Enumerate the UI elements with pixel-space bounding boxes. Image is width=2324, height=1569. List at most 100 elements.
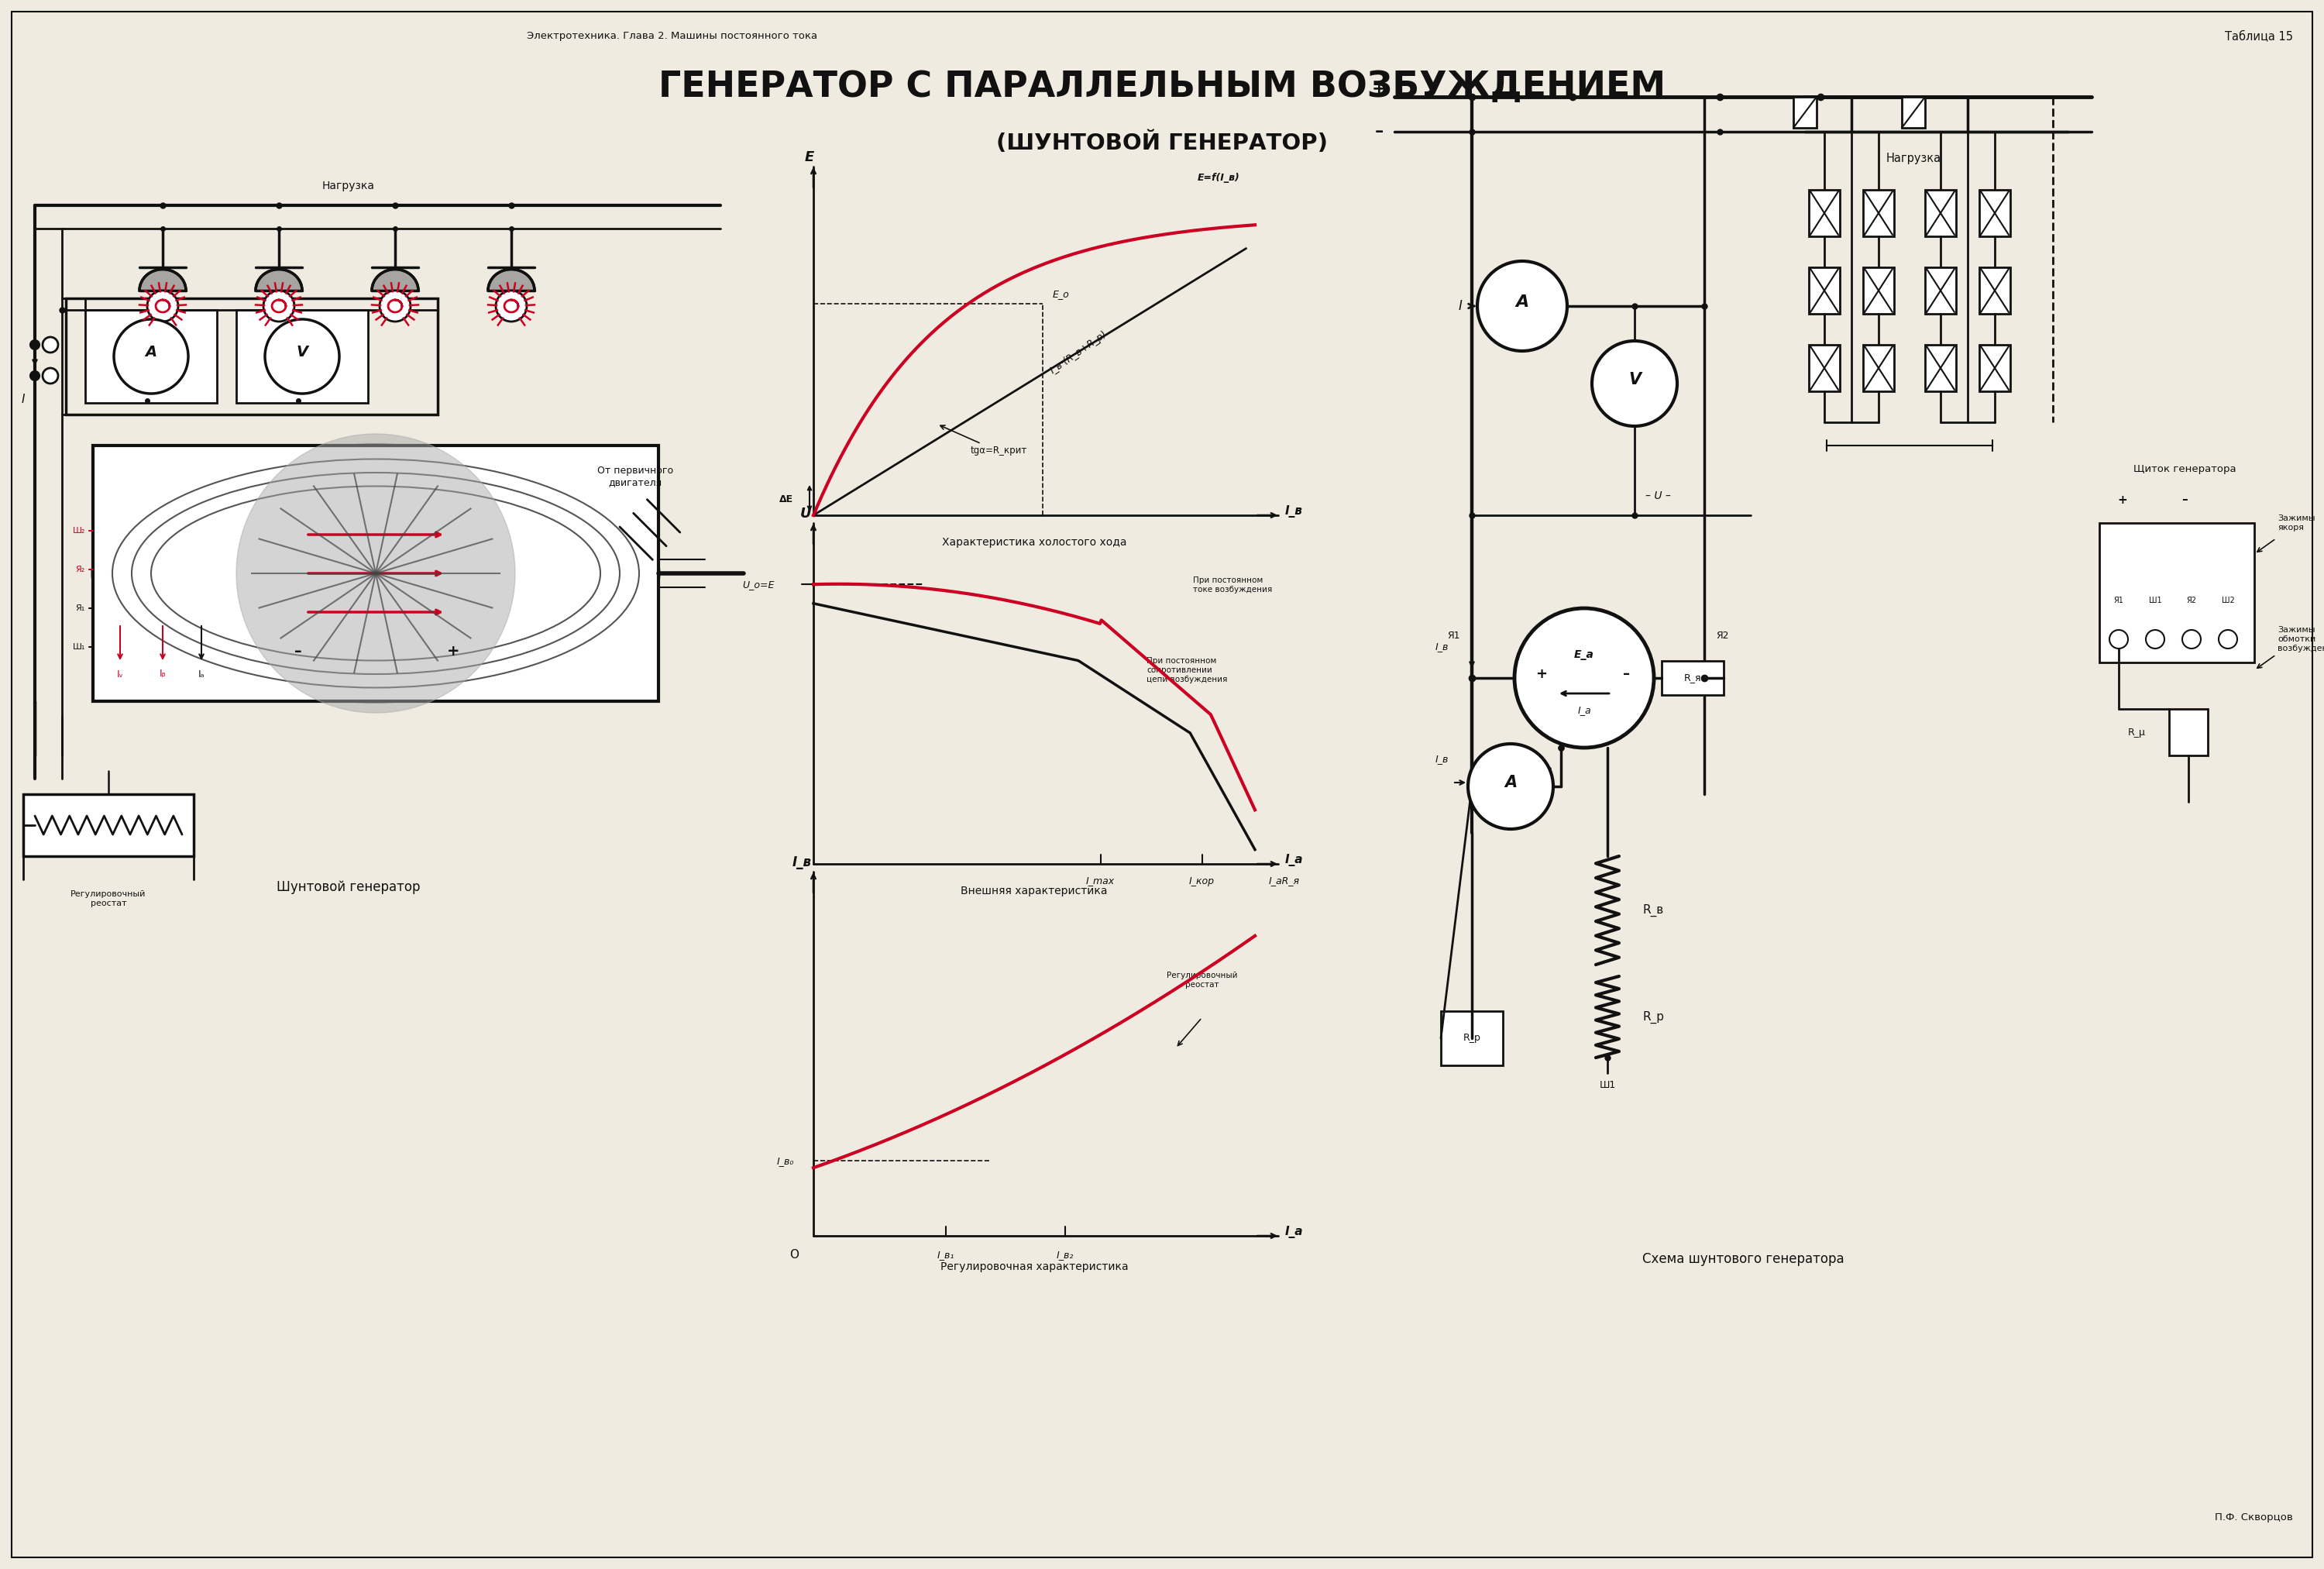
Text: E=f(I_в): E=f(I_в) (1197, 173, 1239, 184)
Text: E_а: E_а (1573, 650, 1594, 661)
Bar (1980, 190, 2010, 237)
Text: Iᵥ: Iᵥ (116, 668, 123, 679)
Text: Схема шунтового генератора: Схема шунтового генератора (1643, 1252, 1843, 1266)
Circle shape (263, 290, 295, 322)
Circle shape (1478, 260, 1566, 351)
Text: I_а: I_а (1578, 706, 1592, 715)
Text: O: O (790, 1249, 799, 1261)
Text: V: V (295, 345, 309, 359)
Bar (1864, 345, 1894, 391)
Text: A: A (144, 345, 158, 359)
Bar (1808, 190, 1841, 237)
Text: +: + (1371, 82, 1385, 97)
Text: Ш2: Ш2 (1538, 767, 1552, 775)
Text: Iₐ: Iₐ (198, 668, 205, 679)
Text: Зажимы
якоря: Зажимы якоря (2278, 515, 2315, 532)
Text: I_в: I_в (1285, 505, 1301, 518)
Bar (86, 311, 216, 403)
Text: Регулировочный
реостат: Регулировочный реостат (70, 891, 146, 907)
Text: –: – (1373, 124, 1383, 140)
Text: При постоянном
токе возбуждения: При постоянном токе возбуждения (1192, 577, 1271, 593)
Bar (93, 446, 658, 701)
Circle shape (1592, 340, 1678, 427)
Text: Я₂: Я₂ (77, 565, 86, 573)
Text: V: V (1629, 372, 1641, 388)
Bar (1808, 345, 1841, 391)
Bar (23, 794, 193, 857)
Text: Щиток генератора: Щиток генератора (2133, 464, 2236, 474)
Text: –: – (1622, 667, 1631, 681)
Text: I_а: I_а (1285, 854, 1304, 866)
Text: Iᵦ: Iᵦ (160, 668, 165, 679)
Text: I_в₁: I_в₁ (937, 1250, 955, 1260)
Text: ГЕНЕРАТОР С ПАРАЛЛЕЛЬНЫМ ВОЗБУЖДЕНИЕМ: ГЕНЕРАТОР С ПАРАЛЛЕЛЬНЫМ ВОЗБУЖДЕНИЕМ (658, 69, 1666, 105)
Text: –: – (2182, 494, 2187, 505)
Bar (1441, 1010, 1504, 1065)
Circle shape (1469, 744, 1552, 828)
Text: I_в: I_в (1436, 755, 1448, 764)
Text: I_в: I_в (1436, 642, 1448, 653)
Text: Шунтовой генератор: Шунтовой генератор (277, 880, 421, 894)
Circle shape (2145, 629, 2164, 648)
Text: +: + (446, 643, 460, 659)
Circle shape (2219, 629, 2238, 648)
Text: Таблица 15: Таблица 15 (2224, 31, 2294, 42)
Text: ΔE: ΔE (779, 494, 792, 504)
Text: I_аR_я: I_аR_я (1269, 876, 1299, 886)
Circle shape (42, 369, 58, 383)
Text: +: + (1536, 667, 1548, 681)
Text: Регулировочная характеристика: Регулировочная характеристика (941, 1261, 1127, 1272)
Bar (2168, 709, 2208, 755)
Text: I_в₀: I_в₀ (776, 1156, 795, 1166)
Text: (ШУНТОВОЙ ГЕНЕРАТОР): (ШУНТОВОЙ ГЕНЕРАТОР) (997, 132, 1327, 155)
Text: Зажимы
обмотки
возбуждения: Зажимы обмотки возбуждения (2278, 626, 2324, 653)
Text: R_в: R_в (1643, 904, 1664, 916)
Text: Я1: Я1 (2115, 596, 2124, 604)
Text: Ш2: Ш2 (2222, 596, 2233, 604)
Text: A: A (1504, 775, 1518, 791)
Text: Ш₁: Ш₁ (72, 643, 86, 651)
Text: Я2: Я2 (2187, 596, 2196, 604)
Text: R_я: R_я (1685, 673, 1701, 683)
Text: Ш1: Ш1 (2150, 596, 2161, 604)
Text: I_в·(R_в+R_р): I_в·(R_в+R_р) (1048, 329, 1109, 377)
Text: Я2: Я2 (1715, 631, 1729, 640)
Bar (1794, 97, 1817, 127)
Bar (1980, 267, 2010, 314)
Text: R_р: R_р (1464, 1034, 1480, 1043)
Text: П.Ф. Скворцов: П.Ф. Скворцов (2215, 1513, 2294, 1522)
Bar (1924, 345, 1957, 391)
Text: U_о=E: U_о=E (744, 579, 774, 590)
Bar (2099, 522, 2254, 662)
Circle shape (1515, 609, 1655, 748)
Bar (237, 311, 367, 403)
Text: I_в₂: I_в₂ (1057, 1250, 1074, 1260)
Text: I: I (21, 394, 26, 405)
Text: R_р: R_р (1643, 1010, 1664, 1023)
Wedge shape (237, 435, 516, 712)
Text: – U –: – U – (1645, 491, 1671, 502)
Text: U: U (799, 507, 811, 521)
Text: tgα=R_крит: tgα=R_крит (971, 446, 1027, 455)
Text: A: A (1515, 295, 1529, 311)
Bar (1924, 267, 1957, 314)
Circle shape (2182, 629, 2201, 648)
Text: Внешняя характеристика: Внешняя характеристика (960, 885, 1109, 896)
Circle shape (495, 290, 528, 322)
Circle shape (30, 340, 40, 350)
Circle shape (42, 337, 58, 353)
Text: Нагрузка: Нагрузка (323, 180, 374, 191)
Circle shape (146, 290, 179, 322)
Text: Регулировочный
реостат: Регулировочный реостат (1167, 971, 1236, 988)
Circle shape (2110, 629, 2129, 648)
Text: Я1: Я1 (1448, 631, 1459, 640)
Text: E_о: E_о (1053, 289, 1069, 300)
Text: R_μ: R_μ (2129, 726, 2145, 737)
Text: I_кор: I_кор (1190, 876, 1215, 886)
Bar (1901, 97, 1924, 127)
Text: Ш1: Ш1 (1599, 1079, 1615, 1090)
Text: +: + (2117, 494, 2126, 505)
Bar (1808, 267, 1841, 314)
Text: От первичного
двигателя: От первичного двигателя (597, 466, 674, 488)
Text: Ш₂: Ш₂ (72, 527, 86, 535)
